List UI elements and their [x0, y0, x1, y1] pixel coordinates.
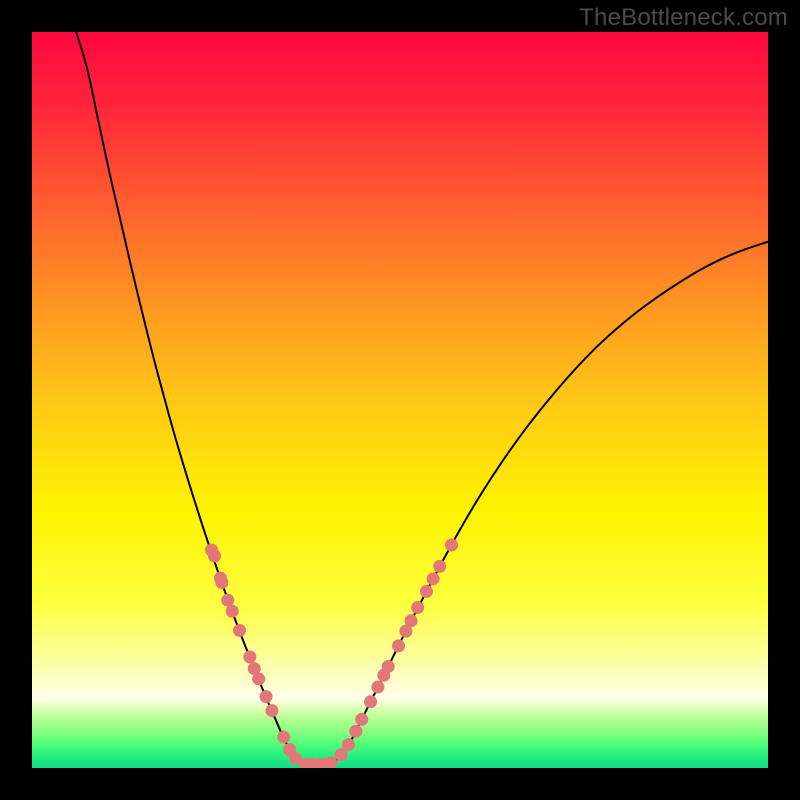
data-marker	[445, 538, 458, 551]
plot-area	[32, 32, 768, 768]
data-marker	[342, 738, 355, 751]
chart-frame: TheBottleneck.com	[0, 0, 800, 800]
data-marker	[364, 695, 377, 708]
watermark-text: TheBottleneck.com	[579, 4, 788, 32]
data-marker	[243, 650, 256, 663]
data-marker	[382, 660, 395, 673]
data-marker	[427, 572, 440, 585]
data-marker	[233, 624, 246, 637]
data-marker	[277, 731, 290, 744]
data-marker	[405, 614, 418, 627]
gradient-background	[32, 32, 768, 768]
bottleneck-curve-chart	[32, 32, 768, 768]
data-marker	[433, 560, 446, 573]
data-marker	[226, 605, 239, 618]
data-marker	[215, 576, 228, 589]
data-marker	[265, 704, 278, 717]
data-marker	[411, 601, 424, 614]
data-marker	[208, 550, 221, 563]
data-marker	[260, 690, 273, 703]
data-marker	[392, 639, 405, 652]
data-marker	[420, 585, 433, 598]
data-marker	[371, 681, 384, 694]
data-marker	[252, 672, 265, 685]
data-marker	[355, 713, 368, 726]
data-marker	[349, 725, 362, 738]
